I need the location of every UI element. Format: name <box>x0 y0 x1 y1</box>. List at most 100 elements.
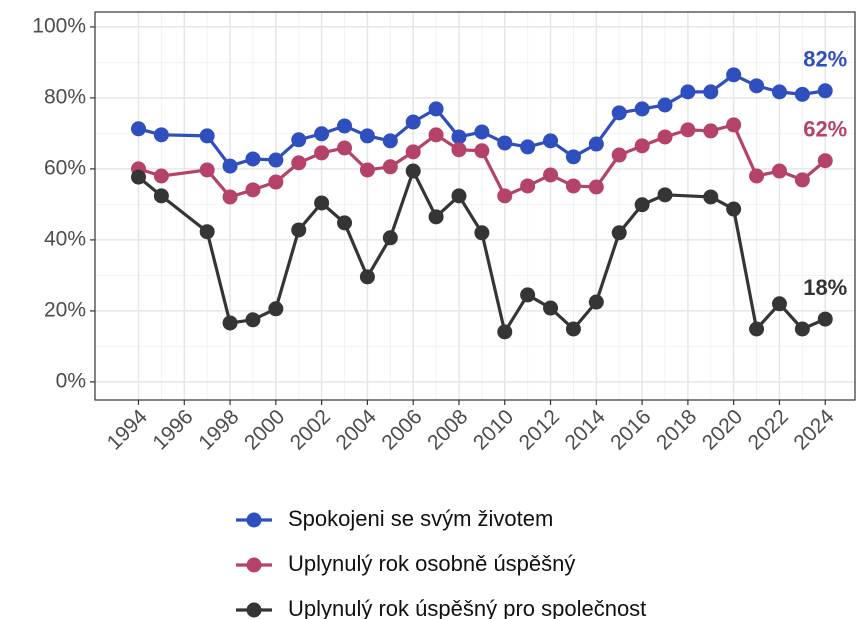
end-label: 18% <box>803 275 847 300</box>
data-point <box>268 174 284 190</box>
data-point <box>634 138 650 154</box>
data-point <box>428 101 444 117</box>
data-point <box>199 162 215 178</box>
data-point <box>382 230 398 246</box>
y-tick-label: 60% <box>44 156 86 179</box>
data-point <box>703 189 719 205</box>
data-point <box>314 195 330 211</box>
data-point <box>817 153 833 169</box>
data-point <box>634 101 650 117</box>
data-point <box>817 83 833 99</box>
y-tick-label: 0% <box>56 369 86 392</box>
data-point <box>497 188 513 204</box>
data-point <box>153 168 169 184</box>
data-point <box>199 128 215 144</box>
data-point <box>245 182 261 198</box>
legend-label: Uplynulý rok osobně úspěšný <box>288 551 575 576</box>
data-point <box>771 163 787 179</box>
data-point <box>337 118 353 134</box>
data-point <box>451 129 467 145</box>
data-point <box>703 123 719 139</box>
data-point <box>245 151 261 167</box>
end-label: 62% <box>803 117 847 142</box>
y-tick-label: 100% <box>32 14 86 37</box>
data-point <box>268 301 284 317</box>
data-point <box>588 294 604 310</box>
data-point <box>451 142 467 158</box>
data-point <box>588 136 604 152</box>
data-point <box>749 168 765 184</box>
data-point <box>657 129 673 145</box>
data-point <box>520 178 536 194</box>
data-point <box>657 97 673 113</box>
data-point <box>794 321 810 337</box>
data-point <box>314 145 330 161</box>
data-point <box>611 147 627 163</box>
data-point <box>726 67 742 83</box>
data-point <box>405 144 421 160</box>
data-point <box>474 143 490 159</box>
y-tick-label: 20% <box>44 298 86 321</box>
data-point <box>268 152 284 168</box>
data-point <box>543 300 559 316</box>
legend-marker <box>246 557 262 573</box>
data-point <box>428 127 444 143</box>
data-point <box>703 84 719 100</box>
data-point <box>817 311 833 327</box>
data-point <box>222 158 238 174</box>
data-point <box>153 127 169 143</box>
data-point <box>588 179 604 195</box>
end-label: 82% <box>803 47 847 72</box>
data-point <box>199 224 215 240</box>
data-point <box>794 86 810 102</box>
data-point <box>680 84 696 100</box>
legend-marker <box>246 512 262 528</box>
data-point <box>474 124 490 140</box>
data-point <box>291 155 307 171</box>
legend-label: Spokojeni se svým životem <box>288 506 553 531</box>
data-point <box>543 133 559 149</box>
data-point <box>222 315 238 331</box>
data-point <box>771 296 787 312</box>
data-point <box>359 162 375 178</box>
data-point <box>153 188 169 204</box>
data-point <box>794 172 810 188</box>
data-point <box>130 121 146 137</box>
plot-border <box>94 11 856 401</box>
data-point <box>359 269 375 285</box>
data-point <box>382 159 398 175</box>
legend-marker <box>246 602 262 618</box>
data-point <box>337 215 353 231</box>
data-point <box>726 117 742 133</box>
data-point <box>130 169 146 185</box>
data-point <box>726 201 742 217</box>
data-point <box>405 163 421 179</box>
data-point <box>497 324 513 340</box>
data-point <box>565 149 581 165</box>
data-point <box>291 132 307 148</box>
legend-label: Uplynulý rok úspěšný pro společnost <box>288 596 646 619</box>
data-point <box>749 321 765 337</box>
y-tick-label: 40% <box>44 227 86 250</box>
data-point <box>405 114 421 130</box>
data-point <box>291 222 307 238</box>
data-point <box>543 167 559 183</box>
data-point <box>382 133 398 149</box>
data-point <box>680 122 696 138</box>
data-point <box>611 225 627 241</box>
data-point <box>474 225 490 241</box>
y-tick-label: 80% <box>44 85 86 108</box>
data-point <box>520 287 536 303</box>
data-point <box>520 139 536 155</box>
data-point <box>634 197 650 213</box>
data-point <box>451 188 467 204</box>
data-point <box>222 189 238 205</box>
data-point <box>314 126 330 142</box>
data-point <box>359 128 375 144</box>
data-point <box>749 78 765 94</box>
data-point <box>611 105 627 121</box>
data-point <box>497 135 513 151</box>
data-point <box>245 312 261 328</box>
